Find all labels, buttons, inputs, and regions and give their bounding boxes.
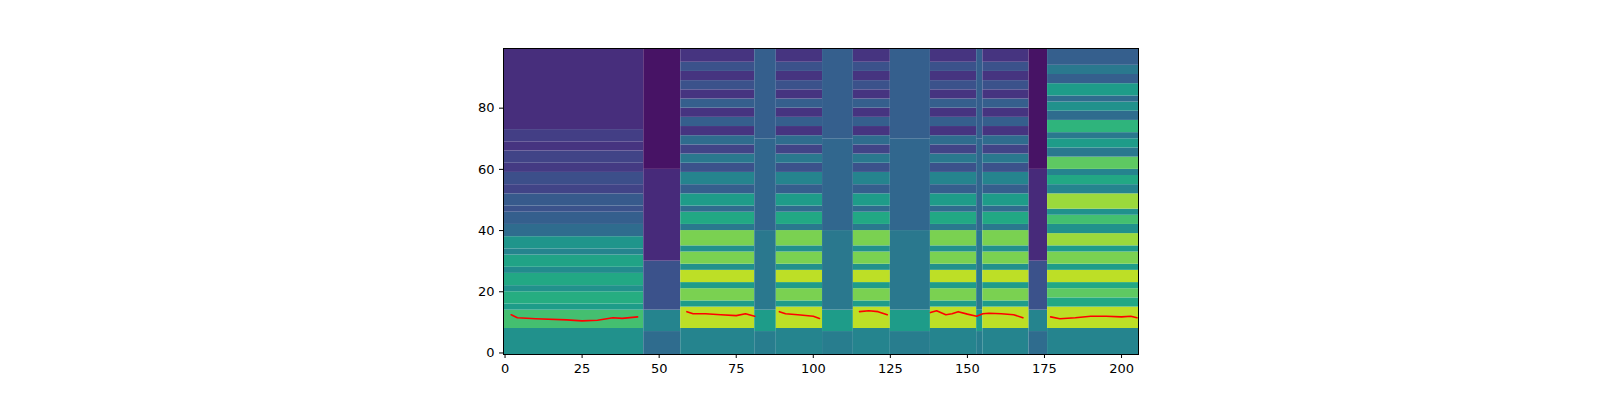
svg-text:100: 100 <box>801 361 826 376</box>
svg-text:80: 80 <box>478 100 495 115</box>
svg-text:150: 150 <box>955 361 980 376</box>
svg-text:200: 200 <box>1109 361 1134 376</box>
svg-text:40: 40 <box>478 223 495 238</box>
svg-text:50: 50 <box>651 361 668 376</box>
svg-text:60: 60 <box>478 162 495 177</box>
svg-text:125: 125 <box>878 361 903 376</box>
svg-text:75: 75 <box>728 361 745 376</box>
svg-text:0: 0 <box>501 361 509 376</box>
svg-text:0: 0 <box>486 345 494 360</box>
svg-text:25: 25 <box>574 361 591 376</box>
svg-text:20: 20 <box>478 284 495 299</box>
svg-text:175: 175 <box>1032 361 1057 376</box>
